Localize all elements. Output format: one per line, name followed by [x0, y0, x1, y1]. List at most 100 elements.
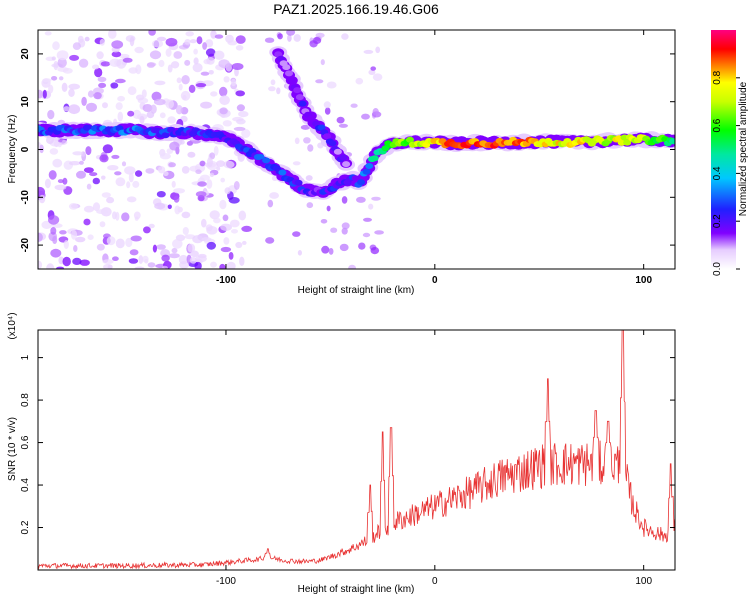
spectrogram-noise-cell [62, 177, 68, 185]
spectrogram-noise-cell [181, 75, 190, 85]
spectrogram-noise-cell [169, 141, 180, 151]
spectrogram-noise-cell [44, 31, 52, 36]
spectrogram-noise-cell [236, 104, 245, 112]
spectrogram-noise-cell [193, 48, 198, 55]
spectrogram-noise-cell [294, 137, 300, 145]
spectrogram-noise-cell [129, 249, 139, 256]
spectrogram-noise-cell [292, 161, 301, 166]
spectrogram-noise-cell [133, 211, 141, 220]
spectrogram-secondary-ridge-cell [317, 124, 326, 131]
snr-frame [37, 329, 676, 571]
spectrogram-noise-cell [372, 73, 383, 81]
spectrogram-noise-cell [220, 246, 232, 253]
snr-xtick-label: 100 [635, 576, 652, 587]
snr-xtick-label: 0 [432, 576, 438, 587]
snr-series-line [38, 330, 675, 570]
spectrogram-noise-cell [70, 229, 78, 240]
spectrogram-xtick-label: 100 [635, 275, 652, 286]
snr-xlabel: Height of straight line (km) [298, 584, 415, 595]
spectrogram-noise-cell [63, 106, 70, 112]
spectrogram-noise-cell [47, 109, 55, 120]
spectrogram-ridge-cell [370, 155, 379, 162]
spectrogram-noise-cell [111, 154, 120, 159]
spectrogram-ridge-cell [351, 175, 360, 182]
spectrogram-noise-cell [219, 86, 228, 97]
spectrogram-noise-cell [165, 48, 172, 57]
spectrogram-noise-cell [370, 66, 377, 71]
spectrogram-noise-cell [48, 215, 60, 225]
spectrogram-noise-cell [146, 62, 155, 68]
spectrogram-noise-cell [148, 223, 155, 229]
spectrogram-noise-cell [46, 263, 55, 269]
spectrogram-noise-cell [101, 175, 106, 180]
spectrogram-noise-cell [151, 91, 162, 102]
spectrogram-noise-cell [320, 59, 325, 66]
spectrogram-noise-cell [305, 175, 313, 181]
spectrogram-noise-cell [50, 248, 62, 258]
spectrogram-noise-cell [230, 78, 237, 87]
spectrogram-noise-cell [195, 169, 202, 174]
spectrogram-noise-cell [75, 236, 86, 243]
spectrogram-noise-cell [270, 79, 276, 86]
spectrogram-noise-cell [122, 57, 133, 63]
spectrogram-noise-cell [68, 88, 75, 98]
spectrogram-noise-cell [181, 166, 190, 174]
spectrogram-noise-cell [358, 242, 366, 250]
spectrogram-noise-cell [200, 71, 210, 76]
spectrogram-noise-cell [38, 260, 43, 269]
spectrogram-noise-cell [171, 247, 178, 254]
spectrogram-noise-cell [85, 146, 92, 156]
spectrogram-noise-cell [235, 241, 243, 249]
spectrogram-noise-cell [107, 165, 119, 171]
spectrogram-noise-cell [42, 78, 52, 83]
spectrogram-noise-cell [132, 180, 140, 188]
spectrogram-noise-cell [269, 192, 279, 199]
spectrogram-noise-cell [242, 240, 247, 245]
spectrogram-noise-cell [103, 263, 113, 269]
spectrogram-noise-cell [51, 56, 56, 61]
spectrogram-noise-cell [206, 157, 213, 168]
spectrogram-noise-cell [128, 67, 138, 74]
spectrogram-noise-cell [192, 235, 204, 244]
spectrogram-noise-cell [190, 39, 197, 44]
spectrogram-noise-cell [50, 227, 57, 235]
spectrogram-noise-cell [125, 237, 133, 248]
spectrogram-noise-cell [189, 257, 197, 264]
spectrogram-noise-cell [324, 107, 331, 115]
spectrogram-noise-cell [267, 199, 274, 208]
spectrogram-noise-cell [181, 211, 191, 219]
spectrogram-noise-cell [54, 184, 67, 191]
snr-ticks: -100 0 100 0.2 0.4 0.6 0.8 1 [20, 330, 675, 587]
spectrogram-noise-cell [173, 51, 183, 59]
spectrogram-noise-cell [300, 124, 311, 130]
spectrogram-noise-cell [83, 218, 91, 226]
spectrogram-noise-cell [78, 58, 89, 68]
spectrogram-secondary-ridge-cell [293, 87, 302, 94]
spectrogram-noise-cell [100, 61, 111, 67]
spectrogram-noise-cell [141, 89, 147, 98]
spectrogram-noise-cell [124, 166, 136, 175]
spectrogram-noise-cell [61, 82, 68, 93]
spectrogram-noise-cell [205, 48, 216, 57]
spectrogram-ridge-cell [161, 132, 170, 139]
spectrogram-secondary-ridge-cell [298, 100, 307, 107]
spectrogram-ridge-cell [406, 136, 414, 143]
spectrogram-noise-cell [57, 179, 64, 184]
spectrogram-noise-cell [202, 42, 208, 50]
spectrogram-noise-cell [129, 36, 135, 47]
spectrogram-secondary-ridge-cell [342, 161, 351, 168]
spectrogram-noise-cell [108, 30, 117, 39]
spectrogram-noise-cell [106, 236, 116, 246]
spectrogram-noise-cell [226, 261, 236, 269]
snr-ytick-label: 0.2 [20, 520, 31, 534]
spectrogram-noise-cell [195, 255, 207, 263]
spectrogram-noise-cell [173, 188, 186, 194]
spectrogram-noise-cell [224, 187, 231, 195]
spectrogram-noise-cell [239, 256, 245, 266]
spectrogram-noise-cell [97, 76, 107, 82]
spectrogram-noise-cell [96, 243, 105, 251]
spectrogram-noise-cell [147, 262, 156, 268]
spectrogram-noise-cell [128, 172, 134, 183]
spectrogram-ridge-cell [262, 157, 271, 164]
